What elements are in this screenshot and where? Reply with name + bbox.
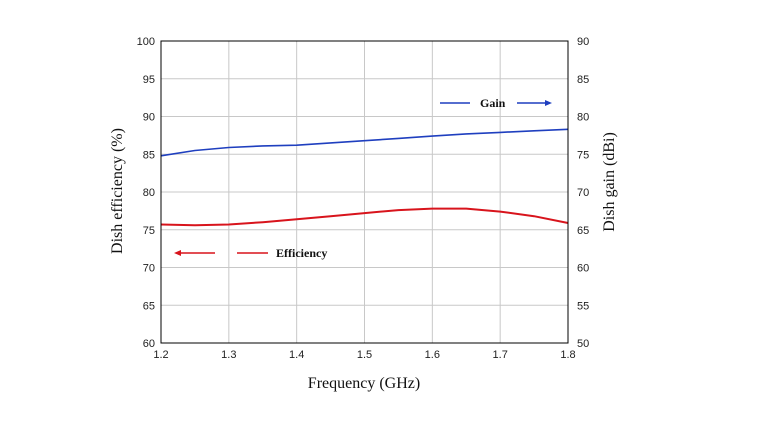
y-left-tick-label: 95: [143, 74, 155, 86]
legend-gain-label: Gain: [480, 96, 506, 110]
y-axis-right-title: Dish gain (dBi): [601, 132, 618, 232]
x-tick-label: 1.3: [221, 349, 236, 361]
y-right-tick-label: 80: [577, 112, 589, 124]
y-left-tick-label: 85: [143, 149, 155, 161]
y-axis-left-title: Dish efficiency (%): [109, 128, 126, 254]
y-right-tick-label: 70: [577, 187, 589, 199]
y-left-tick-label: 100: [137, 36, 155, 48]
x-tick-label: 1.2: [153, 349, 168, 361]
legend-efficiency: Efficiency: [174, 246, 327, 260]
x-tick-label: 1.7: [493, 349, 508, 361]
legend-gain-arrowhead-icon: [545, 100, 552, 106]
x-tick-label: 1.8: [560, 349, 575, 361]
y-right-tick-label: 55: [577, 300, 589, 312]
y-right-tick-label: 50: [577, 338, 589, 350]
x-tick-label: 1.5: [357, 349, 372, 361]
x-axis-title: Frequency (GHz): [308, 375, 420, 392]
series-line-gain: [160, 128, 569, 157]
grid: [160, 40, 569, 344]
series-lines: [160, 128, 569, 227]
x-tick-label: 1.4: [289, 349, 304, 361]
legend-gain: Gain: [440, 96, 552, 110]
plot-frame: [160, 40, 569, 344]
y-right-tick-label: 85: [577, 74, 589, 86]
y-left-tick-label: 70: [143, 263, 155, 275]
y-left-tick-label: 75: [143, 225, 155, 237]
tick-labels: 1.2 1.3 1.4 1.5 1.6 1.7 1.8 60 65 70 75 80 85 90 95 100…: [137, 36, 590, 361]
x-tick-label: 1.6: [425, 349, 440, 361]
series-line-efficiency: [160, 207, 569, 227]
y-left-tick-label: 80: [143, 187, 155, 199]
y-left-tick-label: 60: [143, 338, 155, 350]
y-right-tick-label: 75: [577, 149, 589, 161]
y-right-tick-label: 65: [577, 225, 589, 237]
legend-efficiency-label: Efficiency: [276, 246, 327, 260]
y-right-tick-label: 60: [577, 263, 589, 275]
y-left-tick-label: 90: [143, 112, 155, 124]
y-left-tick-label: 65: [143, 300, 155, 312]
legend-efficiency-arrowhead-icon: [174, 250, 181, 256]
y-right-tick-label: 90: [577, 36, 589, 48]
